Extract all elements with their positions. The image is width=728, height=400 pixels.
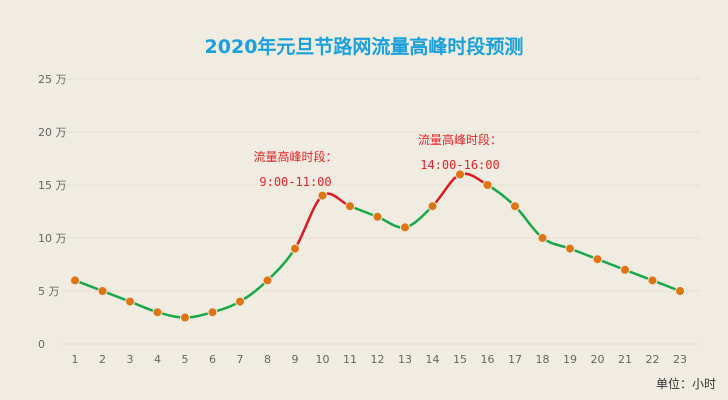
peak-line-segment: [431, 173, 462, 208]
data-point: [482, 180, 493, 190]
data-point: [235, 296, 245, 307]
x-tick-label: 8: [264, 353, 271, 366]
y-tick-label: 10 万: [38, 232, 67, 245]
x-tick-label: 20: [591, 353, 605, 366]
x-tick-label: 16: [481, 353, 495, 366]
data-point: [675, 286, 685, 296]
peak-line-segment: [293, 194, 324, 250]
data-point: [592, 254, 603, 265]
data-point: [70, 275, 80, 286]
x-tick-label: 18: [536, 353, 550, 366]
data-point: [620, 264, 630, 275]
data-point: [152, 307, 163, 318]
peak-annotation-time: 9:00-11:00: [259, 175, 331, 189]
data-point: [537, 233, 548, 243]
data-point: [125, 296, 135, 307]
data-point: [455, 169, 465, 180]
x-tick-label: 3: [127, 353, 134, 366]
data-point: [565, 243, 575, 254]
x-tick-label: 22: [646, 353, 660, 366]
data-point: [180, 312, 190, 323]
chart-title: 2020年元旦节路网流量高峰时段预测: [204, 36, 524, 58]
x-tick-label: 17: [508, 353, 522, 366]
line-segment: [486, 183, 517, 208]
x-tick-label: 6: [209, 353, 216, 366]
y-tick-label: 15 万: [38, 179, 67, 192]
x-tick-label: 4: [154, 353, 161, 366]
line-segment: [513, 204, 544, 240]
x-tick-label: 2: [99, 353, 106, 366]
y-tick-label: 25 万: [38, 73, 67, 86]
x-tick-label: 7: [237, 353, 244, 366]
x-tick-label: 23: [673, 353, 687, 366]
x-tick-label: 13: [398, 353, 412, 366]
unit-label: 单位：小时: [655, 377, 716, 391]
peak-annotation-title: 流量高峰时段：: [418, 132, 502, 147]
peak-annotation-title: 流量高峰时段：: [253, 149, 337, 164]
x-tick-label: 1: [72, 353, 79, 366]
x-tick-label: 9: [292, 353, 299, 366]
y-tick-label: 20 万: [38, 126, 67, 139]
data-point: [647, 275, 658, 286]
x-tick-label: 5: [182, 353, 189, 366]
data-point: [345, 201, 355, 212]
line-segment: [403, 204, 434, 229]
data-point: [317, 190, 328, 201]
data-point: [207, 307, 218, 318]
x-tick-label: 11: [343, 353, 357, 366]
x-tick-label: 10: [316, 353, 330, 366]
data-point: [400, 222, 410, 233]
x-tick-label: 21: [618, 353, 632, 366]
data-point: [372, 211, 383, 222]
data-point: [97, 286, 108, 296]
y-tick-label: 0: [38, 338, 45, 351]
data-point: [510, 201, 520, 212]
x-tick-label: 12: [371, 353, 385, 366]
x-tick-label: 15: [453, 353, 467, 366]
data-point: [290, 243, 300, 254]
x-tick-label: 19: [563, 353, 577, 366]
peak-annotation-time: 14:00-16:00: [420, 158, 499, 172]
x-tick-label: 14: [426, 353, 440, 366]
y-tick-label: 5 万: [38, 285, 60, 298]
line-segment: [266, 247, 297, 282]
data-point: [262, 275, 273, 286]
data-point: [427, 201, 438, 212]
